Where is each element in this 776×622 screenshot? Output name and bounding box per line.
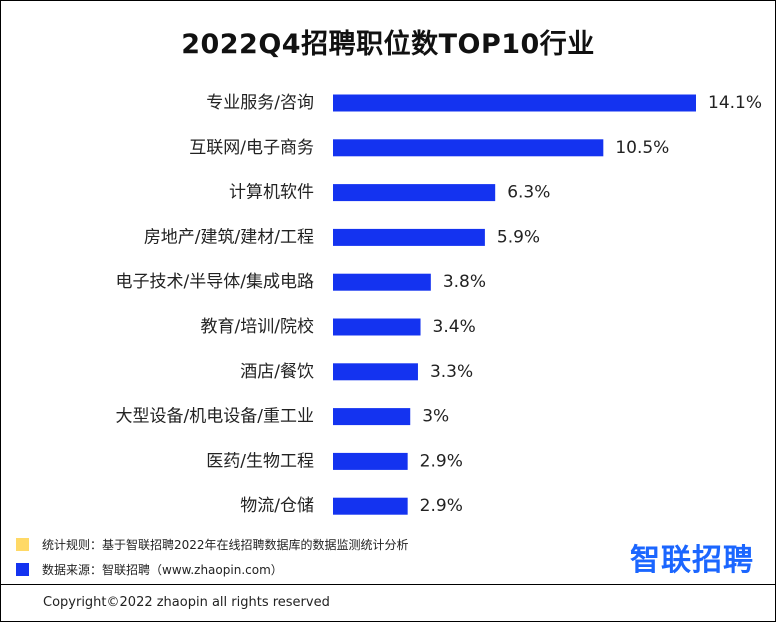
category-label: 教育/培训/院校 [201, 317, 314, 337]
value-label: 2.9% [420, 496, 463, 516]
copyright-text: Copyright©2022 zhaopin all rights reserv… [43, 595, 330, 610]
value-label: 14.1% [708, 93, 762, 113]
bar-chart: 专业服务/咨询 14.1% 互联网/电子商务 10.5% 计算机软件 6.3% 房地产/建筑… [116, 93, 762, 516]
zhaopin-logo: 智联招聘 [630, 543, 754, 578]
category-label: 专业服务/咨询 [206, 93, 314, 113]
note-source-swatch [16, 562, 29, 576]
bar [333, 228, 485, 246]
bar [333, 408, 411, 426]
note-source-text: 数据来源：智联招聘（www.zhaopin.com） [42, 562, 283, 577]
notes: 统计规则：基于智联招聘2022年在线招聘数据库的数据监测统计分析 数据来源：智联… [16, 536, 409, 586]
note-source-row: 数据来源：智联招聘（www.zhaopin.com） [16, 561, 409, 577]
category-label: 计算机软件 [229, 183, 314, 203]
value-label: 3.8% [443, 272, 486, 292]
bar [333, 273, 431, 291]
bar [333, 363, 418, 381]
value-label: 3.3% [430, 362, 473, 382]
note-rule-row: 统计规则：基于智联招聘2022年在线招聘数据库的数据监测统计分析 [16, 536, 409, 552]
bar [333, 94, 696, 112]
value-label: 5.9% [497, 227, 540, 247]
category-label: 互联网/电子商务 [189, 138, 314, 158]
chart-title: 2022Q4招聘职位数TOP10行业 [181, 29, 595, 60]
category-label: 酒店/餐饮 [240, 362, 314, 382]
value-label: 2.9% [420, 451, 463, 471]
note-rule-swatch [16, 537, 29, 551]
bar [333, 318, 421, 336]
category-label: 物流/仓储 [240, 496, 314, 516]
category-label: 房地产/建筑/建材/工程 [144, 227, 314, 247]
note-rule-text: 统计规则：基于智联招聘2022年在线招聘数据库的数据监测统计分析 [42, 537, 409, 552]
value-label: 6.3% [507, 183, 550, 203]
category-label: 大型设备/机电设备/重工业 [116, 407, 314, 427]
bar [333, 139, 604, 157]
bar [333, 497, 408, 515]
value-label: 10.5% [615, 138, 669, 158]
bar [333, 184, 496, 202]
category-label: 电子技术/半导体/集成电路 [116, 272, 314, 292]
bar [333, 452, 408, 470]
category-label: 医药/生物工程 [206, 451, 314, 471]
footer-divider [0, 584, 776, 585]
value-label: 3.4% [433, 317, 476, 337]
value-label: 3% [422, 407, 449, 427]
